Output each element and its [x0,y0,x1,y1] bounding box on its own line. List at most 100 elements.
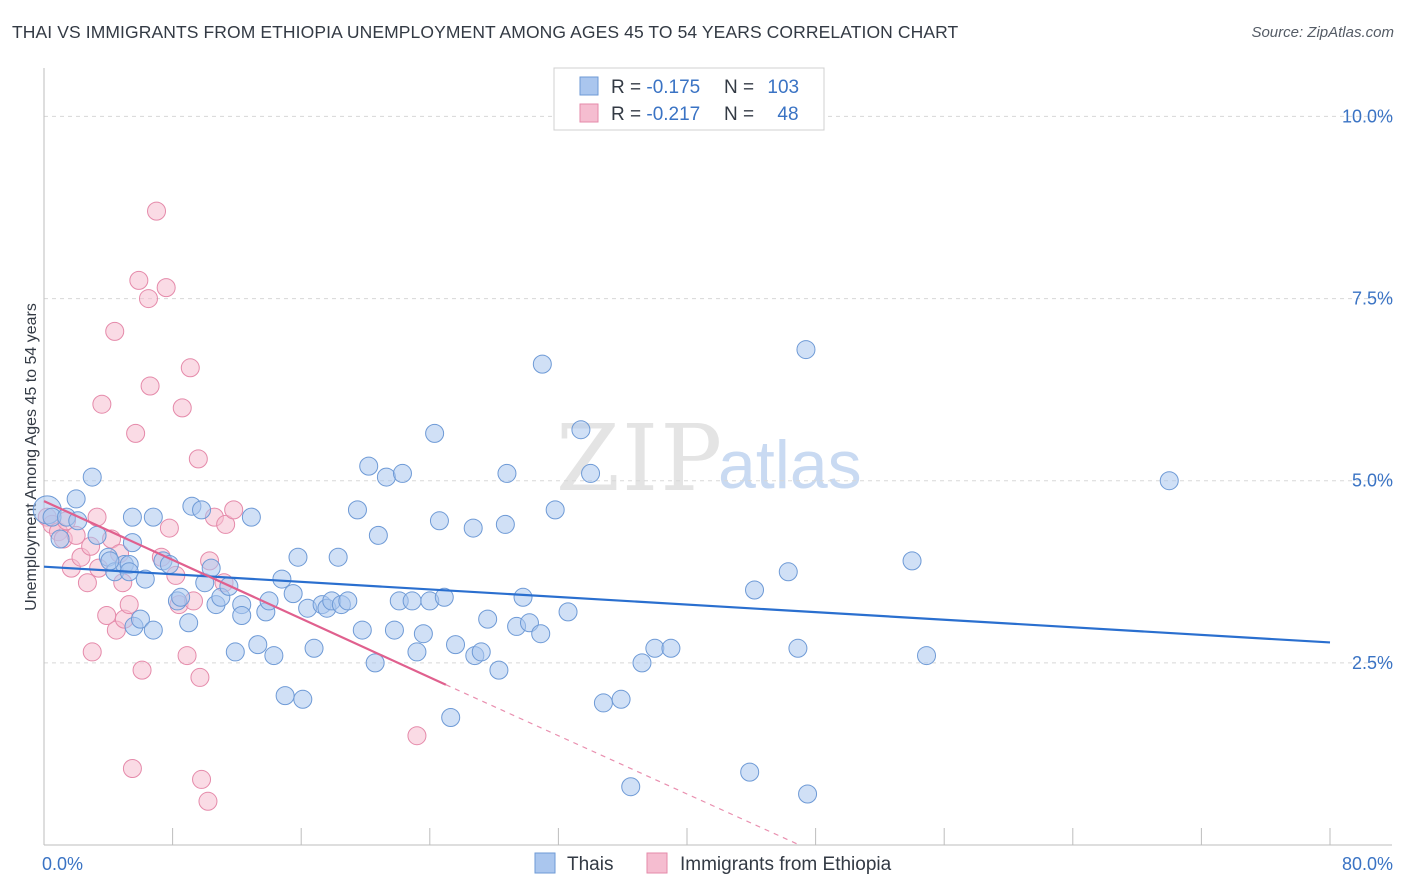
series-ethiopia-points [37,201,427,811]
thais-point [796,340,816,360]
thais-trend-line [43,565,1331,644]
ethiopia-point [198,791,218,811]
thais-point [293,689,313,709]
y-tick-label: 7.5% [1352,289,1393,309]
thais-point [135,569,155,589]
thais-point [402,591,422,611]
thais-point [288,547,308,567]
bottom-legend-ethiopia-label: Immigrants from Ethiopia [680,854,892,875]
thais-point [463,518,483,538]
y-tick-label: 2.5% [1352,653,1393,673]
ethiopia-point [138,289,158,309]
x-tick-label: 0.0% [42,854,83,874]
thais-point [429,511,449,531]
x-tick-marks [43,828,1331,845]
bottom-legend: Thais Immigrants from Ethiopia [534,852,892,875]
thais-point [352,620,372,640]
ethiopia-point [105,321,125,341]
legend-blue-r-label: R = [611,77,646,98]
thais-point [100,551,120,571]
ethiopia-point [119,595,139,615]
ethiopia-point [180,358,200,378]
thais-point [917,646,937,666]
thais-point [478,609,498,629]
legend-pink-r-label: R = [611,104,646,125]
thais-point [471,642,491,662]
thais-point [171,587,191,607]
thais-point [50,529,70,549]
bottom-legend-ethiopia-swatch [646,852,668,874]
y-tick-label: 5.0% [1352,471,1393,491]
watermark-atlas: atlas [718,427,862,503]
thais-point [232,606,252,625]
thais-point [392,463,412,483]
legend-blue-n: N = 103 [724,77,799,98]
ethiopia-point [177,646,197,666]
legend-pink-n: N = 48 [724,104,799,125]
legend-blue-r: R = -0.175 [611,77,700,98]
y-tick-labels: 2.5% 5.0% 7.5% 10.0% [1342,106,1393,672]
thais-point [798,784,818,804]
thais-point [778,562,798,582]
ethiopia-point [172,398,192,418]
thais-point [531,624,551,644]
thais-point [495,514,515,534]
thais-point [1159,471,1179,491]
thais-point [558,602,578,622]
thais-point [441,708,461,727]
thais-point [328,547,348,567]
bottom-legend-thais-label: Thais [567,854,613,875]
ethiopia-point [77,573,97,593]
thais-point [581,463,601,483]
x-tick-labels: 0.0% 80.0% [42,854,1393,874]
thais-point [446,635,466,655]
chart-title: THAI VS IMMIGRANTS FROM ETHIOPIA UNEMPLO… [12,22,959,42]
thais-point [376,467,396,487]
thais-point [122,507,142,527]
ethiopia-point [122,759,142,778]
source-label: Source: ZipAtlas.com [1251,24,1394,41]
ethiopia-point [407,726,427,746]
thais-point [384,620,404,640]
thais-point [241,507,261,527]
legend-blue-n-label: N = [724,77,759,98]
gridlines [44,115,1392,664]
ethiopia-point [192,769,212,789]
thais-point [179,613,199,633]
thais-point [745,580,765,600]
top-legend-box [553,67,825,131]
thais-point [545,500,565,520]
ethiopia-point [140,376,160,396]
x-tick-label: 80.0% [1342,854,1393,874]
thais-point [275,686,295,706]
ethiopia-point [188,449,208,469]
thais-point [347,500,367,520]
thais-point [611,689,631,709]
thais-point [272,569,292,589]
thais-point [593,693,613,713]
y-tick-label: 10.0% [1342,106,1393,126]
ethiopia-point [92,394,112,414]
bottom-legend-thais-swatch [534,852,556,874]
ethiopia-trend-line [43,500,447,686]
ethiopia-point [82,642,102,662]
thais-point [513,587,533,607]
thais-point [532,354,552,374]
top-legend: R = -0.175 N = 103 R = -0.217 N = 48 [553,67,825,131]
thais-point [359,456,379,476]
thais-point [632,653,652,673]
legend-pink-swatch [579,103,599,123]
legend-pink-r-value: -0.217 [646,104,700,125]
ethiopia-point [147,201,167,221]
thais-point [192,500,212,520]
thais-point [740,762,760,782]
legend-pink-n-label: N = [724,104,759,125]
thais-point [82,467,102,487]
y-axis-label: Unemployment Among Ages 45 to 54 years [23,303,40,611]
trend-lines [43,500,1331,846]
thais-point [338,591,358,611]
thais-point [489,660,509,680]
thais-point [365,653,385,673]
ethiopia-trend-extension [445,684,800,846]
thais-point [788,638,808,658]
